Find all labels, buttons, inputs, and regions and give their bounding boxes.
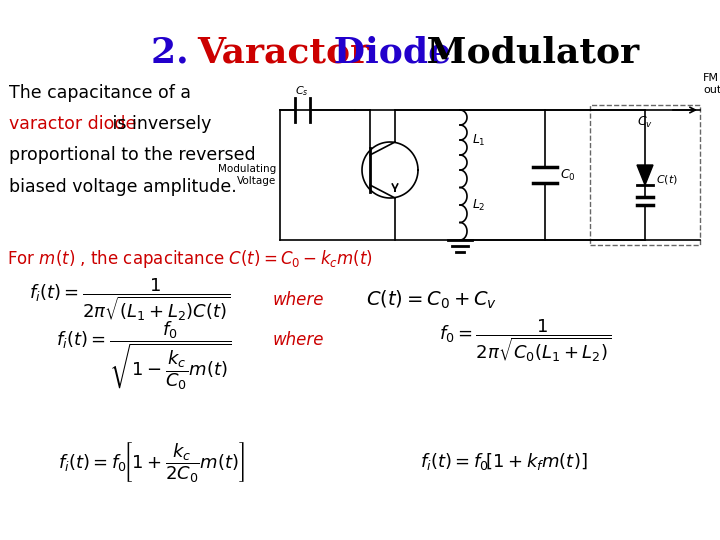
Text: $f_i(t)=\dfrac{1}{2\pi\sqrt{(L_1+L_2)C(t)}}$: $f_i(t)=\dfrac{1}{2\pi\sqrt{(L_1+L_2)C(t… — [29, 276, 230, 323]
Text: biased voltage amplitude.: biased voltage amplitude. — [9, 178, 236, 195]
Text: varactor diode: varactor diode — [9, 115, 136, 133]
Bar — [590, 105, 700, 245]
Polygon shape — [637, 165, 653, 185]
Text: $f_i(t)=f_0\!\left[1+\dfrac{k_c}{2C_0}m(t)\right]$: $f_i(t)=f_0\!\left[1+\dfrac{k_c}{2C_0}m(… — [58, 440, 245, 484]
Text: $C_s$: $C_s$ — [295, 84, 309, 98]
Text: Modulating
Voltage: Modulating Voltage — [218, 164, 276, 186]
Text: FM
output: FM output — [703, 73, 720, 95]
Text: where: where — [273, 331, 325, 349]
Text: Diode: Diode — [321, 35, 451, 69]
Text: is inversely: is inversely — [107, 115, 211, 133]
Text: proportional to the reversed: proportional to the reversed — [9, 146, 256, 164]
Text: For $m(t)$ , the capacitance $C(t)=C_0-k_cm(t)$: For $m(t)$ , the capacitance $C(t)=C_0-k… — [7, 248, 373, 270]
Text: where: where — [273, 291, 325, 309]
Text: The capacitance of a: The capacitance of a — [9, 84, 191, 102]
Text: $f_i(t)=\dfrac{f_0}{\sqrt{1-\dfrac{k_c}{C_0}m(t)}}$: $f_i(t)=\dfrac{f_0}{\sqrt{1-\dfrac{k_c}{… — [56, 320, 232, 393]
Text: $C_v$: $C_v$ — [637, 115, 653, 130]
Text: $C_0$: $C_0$ — [560, 167, 576, 183]
Text: $f_i(t)=f_0\!\left[1+k_fm(t)\right]$: $f_i(t)=f_0\!\left[1+k_fm(t)\right]$ — [420, 451, 588, 472]
Text: $C(t)=C_0+C_v$: $C(t)=C_0+C_v$ — [366, 288, 498, 311]
Text: Modulator: Modulator — [414, 35, 639, 69]
Text: $L_1$: $L_1$ — [472, 132, 486, 147]
Text: Varactor: Varactor — [197, 35, 369, 69]
Text: $f_0=\dfrac{1}{2\pi\sqrt{C_0(L_1+L_2)}}$: $f_0=\dfrac{1}{2\pi\sqrt{C_0(L_1+L_2)}}$ — [439, 317, 612, 363]
Text: $C(t)$: $C(t)$ — [656, 173, 678, 186]
Text: 2.: 2. — [150, 35, 201, 69]
Text: $L_2$: $L_2$ — [472, 198, 485, 213]
